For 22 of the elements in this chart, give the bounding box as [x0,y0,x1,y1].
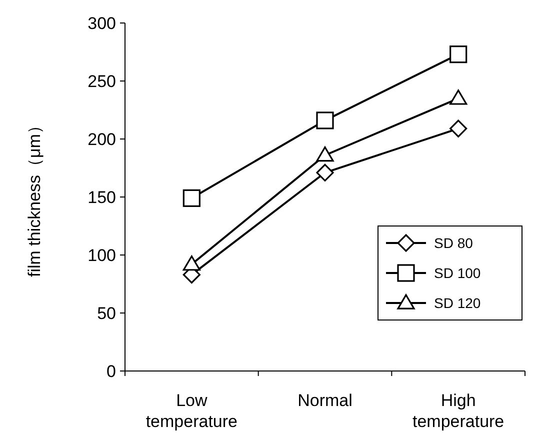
y-tick-label: 300 [88,14,116,33]
y-tick-label: 250 [88,72,116,91]
point [316,112,334,130]
legend-label: SD 100 [434,265,481,281]
legend-label: SD 120 [434,295,481,311]
y-tick-label: 0 [106,362,116,381]
point [182,255,200,271]
point [316,146,334,162]
point [182,189,200,207]
legend-label: SD 80 [434,235,474,251]
y-tick-label: 200 [88,130,116,149]
y-axis-title: film thickness（μm） [25,117,44,277]
point [316,164,334,182]
y-tick-label: 100 [88,246,116,265]
x-tick-label: Normal [298,391,352,410]
point [450,46,468,64]
point [450,90,468,105]
y-tick-label: 150 [88,188,116,207]
x-tick-label: Low temperature [146,391,238,431]
point [450,120,468,138]
x-tick-label: High temperature [412,391,504,431]
y-tick-label: 50 [97,304,116,323]
